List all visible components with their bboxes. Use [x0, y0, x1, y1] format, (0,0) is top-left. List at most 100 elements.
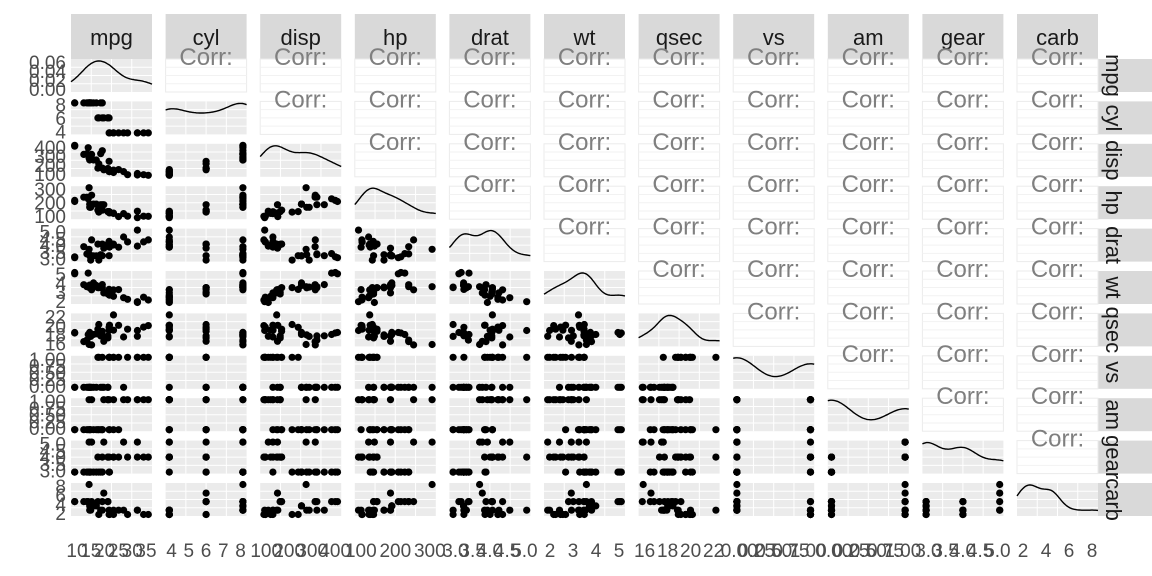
- x-tick-label: 8: [1087, 541, 1098, 562]
- panel-vs-wt: [544, 353, 625, 391]
- scatter-point: [901, 498, 909, 506]
- scatter-point: [165, 298, 173, 307]
- scatter-point: [687, 426, 695, 434]
- panel-am-mpg: [71, 396, 152, 434]
- column-strip: [260, 14, 342, 60]
- y-tick-label: 5.0: [40, 223, 66, 244]
- scatter-point: [202, 396, 210, 404]
- row-strip-label: disp: [1101, 140, 1126, 180]
- scatter-point: [71, 383, 79, 391]
- scatter-point: [273, 311, 281, 319]
- scatter-point: [996, 489, 1004, 497]
- scatter-point: [733, 453, 741, 461]
- scatter-point: [386, 506, 395, 514]
- panel-cyl-qsec: Corr:: [638, 86, 721, 135]
- scatter-point: [311, 468, 319, 476]
- scatter-point: [365, 333, 373, 341]
- y-tick-label: 300: [34, 147, 66, 168]
- panel-wt-disp: [260, 268, 342, 307]
- scatter-point: [733, 506, 741, 514]
- panel-drat-qsec: Corr:: [638, 214, 721, 263]
- scatter-point: [358, 325, 366, 333]
- panel-am-gear: Corr:: [921, 383, 1004, 432]
- column-strip-label: vs: [763, 25, 785, 50]
- x-tick-label: 4.0: [950, 541, 976, 562]
- x-tick-label: 20: [680, 541, 701, 562]
- panel-mpg-carb: Corr:: [1016, 44, 1099, 93]
- scatter-point: [370, 332, 378, 340]
- scatter-point: [567, 353, 576, 361]
- x-tick-label: 0.50: [850, 541, 887, 562]
- panel-hp-mpg: [71, 184, 152, 222]
- scatter-point: [100, 337, 108, 345]
- scatter-point: [580, 331, 588, 339]
- scatter-point: [328, 269, 336, 277]
- row-strip-label: qsec: [1101, 307, 1126, 353]
- panel-drat-hp: [354, 226, 436, 264]
- scatter-point: [386, 426, 395, 434]
- scatter-point: [365, 233, 373, 241]
- scatter-point: [483, 353, 491, 361]
- panel-mpg-disp: Corr:: [259, 44, 342, 93]
- scatter-point: [320, 468, 328, 476]
- corr-label: Corr:: [747, 86, 800, 113]
- scatter-point: [959, 506, 967, 514]
- row-strip: [1092, 228, 1152, 262]
- scatter-point: [294, 208, 302, 216]
- scatter-point: [144, 212, 152, 220]
- scatter-point: [686, 396, 694, 404]
- corr-label: Corr:: [747, 214, 800, 241]
- scatter-point: [659, 438, 667, 446]
- panel-carb-qsec: [638, 480, 720, 519]
- scatter-point: [659, 396, 667, 404]
- scatter-point: [575, 341, 583, 349]
- scatter-point: [85, 438, 93, 446]
- scatter-point: [386, 244, 395, 252]
- y-tick-label: 200: [34, 156, 66, 177]
- scatter-point: [647, 383, 655, 391]
- scatter-point: [144, 396, 152, 404]
- scatter-point: [302, 480, 310, 489]
- scatter-point: [133, 332, 141, 340]
- scatter-point: [133, 207, 141, 215]
- scatter-point: [567, 383, 575, 391]
- panel-cyl-gear: Corr:: [921, 86, 1004, 135]
- row-strip-label: mpg: [1101, 54, 1126, 97]
- scatter-point: [92, 330, 100, 338]
- scatter-point: [380, 383, 388, 391]
- scatter-point: [311, 191, 319, 199]
- scatter-point: [460, 383, 468, 391]
- scatter-point: [555, 506, 564, 514]
- panel-qsec-mpg: [71, 311, 152, 349]
- scatter-point: [401, 269, 409, 277]
- scatter-point: [658, 383, 666, 391]
- scatter-point: [105, 468, 114, 476]
- scatter-point: [478, 489, 486, 497]
- scatter-point: [133, 453, 141, 461]
- scatter-point: [580, 325, 588, 333]
- scatter-point: [239, 332, 247, 340]
- scatter-point: [84, 144, 92, 152]
- scatter-point: [98, 468, 106, 476]
- panel-disp-carb: Corr:: [1016, 129, 1099, 178]
- corr-label: Corr:: [558, 171, 611, 198]
- row-strip-label: hp: [1101, 190, 1126, 214]
- scatter-point: [460, 281, 468, 289]
- corr-label: Corr:: [747, 298, 800, 325]
- panel-wt-qsec: Corr:: [638, 256, 721, 305]
- scatter-point: [311, 426, 319, 434]
- scatter-point: [476, 438, 484, 446]
- scatter-point: [674, 506, 682, 514]
- scatter-point: [239, 498, 247, 506]
- scatter-point: [647, 438, 655, 446]
- scatter-point: [278, 426, 286, 434]
- scatter-point: [358, 510, 366, 519]
- scatter-point: [369, 237, 377, 245]
- scatter-point: [574, 311, 583, 319]
- scatter-point: [460, 323, 468, 331]
- scatter-point: [269, 289, 277, 297]
- x-tick-label: 3.0: [442, 541, 468, 562]
- scatter-point: [370, 438, 378, 446]
- scatter-point: [476, 340, 484, 349]
- x-tick-label: 20: [94, 541, 115, 562]
